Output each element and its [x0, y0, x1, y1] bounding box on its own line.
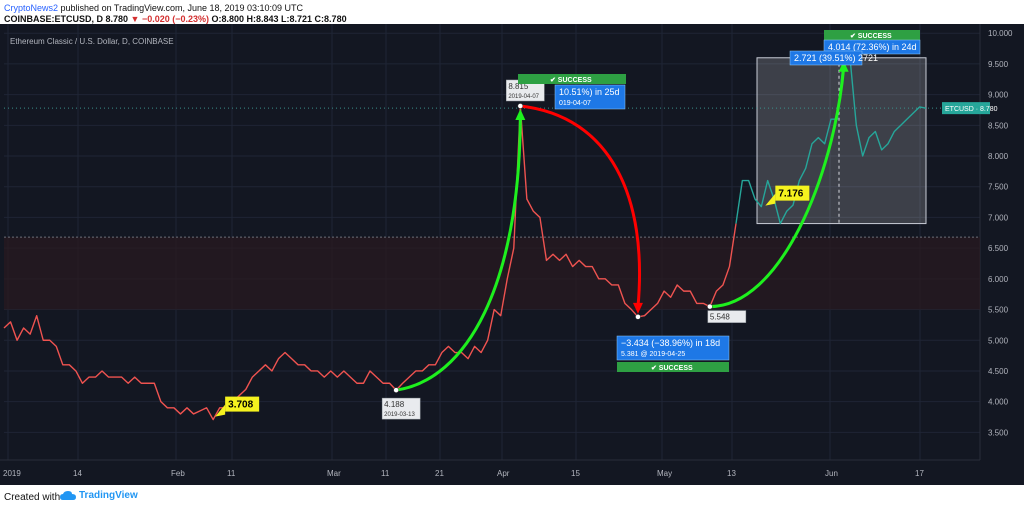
x-tick-label: May: [657, 469, 672, 478]
info-box-4-bg: [789, 50, 863, 66]
info-box-4: 2.721 (39.51%) 2721: [789, 50, 878, 66]
red-arrow-head: [632, 302, 643, 314]
symbol-info: COINBASE:ETCUSD, D 8.780: [4, 14, 131, 24]
success-tag-2: ✔ SUCCESS: [617, 362, 729, 372]
tradingview-label: TradingView: [79, 490, 138, 501]
y-tick-label: 6.000: [988, 275, 1009, 284]
label-4188-text: 2019-03-13: [384, 412, 415, 418]
y-tick-label: 8.000: [988, 152, 1009, 161]
red-arrow: [518, 104, 642, 309]
y-tick-label: 8.500: [988, 121, 1009, 130]
y-tick-label: 10.000: [988, 29, 1013, 38]
y-tick-label: 5.500: [988, 306, 1009, 315]
publisher-link[interactable]: CryptoNews2: [4, 3, 59, 13]
badge-7176-tail: [765, 193, 776, 206]
info-box-2-bg: [616, 335, 730, 361]
y-tick-label: 7.500: [988, 183, 1009, 192]
x-tick-label: Mar: [327, 469, 341, 478]
info-box-2-text: −3.434 (−38.96%) in 18d: [621, 338, 720, 348]
x-tick-label: 11: [381, 469, 390, 478]
info-box-2-text: 5.381 @ 2019-04-25: [621, 351, 685, 358]
label-5548-text: 5.548: [710, 313, 731, 322]
badge-7176-text: 7.176: [778, 189, 803, 200]
info-box-1-bg: [554, 84, 626, 110]
created-with-label: Created with: [4, 492, 61, 503]
x-tick-label: 15: [571, 469, 580, 478]
info-box-1: 10.51%) in 25d 019-04-07: [554, 84, 626, 110]
chart-header: CryptoNews2 published on TradingView.com…: [0, 0, 1024, 24]
badge-7176: 7.176: [765, 185, 810, 206]
x-tick-label: 21: [435, 469, 444, 478]
y-tick-label: 5.000: [988, 336, 1009, 345]
green-arrow-2-head: [838, 60, 849, 72]
publish-info: published on TradingView.com, June 18, 2…: [58, 3, 304, 13]
info-box-1-text: 019-04-07: [559, 100, 591, 107]
price-line-red: [3, 105, 737, 421]
label-8815-text: 2019-04-07: [508, 94, 539, 100]
badge-3708-text: 3.708: [228, 400, 253, 411]
info-box-3: 4.014 (72.36%) in 24d: [823, 39, 921, 55]
publish-line: CryptoNews2 published on TradingView.com…: [4, 3, 303, 13]
y-tick-label: 9.500: [988, 60, 1009, 69]
price-change: ▼ −0.020 (−0.23%): [130, 14, 209, 24]
x-tick-label: 11: [227, 469, 236, 478]
success-tag-3-bg: [824, 30, 920, 40]
chart-footer: Created with TradingView: [0, 485, 1024, 509]
cloud-icon: [60, 490, 76, 500]
success-tag-3-text: ✔ SUCCESS: [850, 33, 892, 40]
green-arrow-2: [708, 66, 846, 309]
info-box-3-text: 4.014 (72.36%) in 24d: [828, 42, 917, 52]
label-4188-bg: [381, 397, 421, 420]
label-8815-text: 8.815: [508, 82, 529, 91]
point-marker: [707, 303, 713, 310]
point-marker: [635, 314, 641, 320]
badge-3708: 3.708: [215, 396, 260, 417]
x-tick-label: Feb: [171, 469, 185, 478]
last-price-label-bg: [942, 102, 990, 115]
green-arrow-1-head: [515, 108, 526, 120]
info-box-2: −3.434 (−38.96%) in 18d 5.381 @ 2019-04-2…: [616, 335, 730, 361]
success-tag-1: ✔ SUCCESS: [518, 74, 626, 84]
ohlc-values: O:8.800 H:8.843 L:8.721 C:8.780: [209, 14, 347, 24]
x-tick-label: 14: [73, 469, 82, 478]
y-tick-label: 4.000: [988, 398, 1009, 407]
price-line-teal: [735, 57, 927, 225]
y-tick-label: 3.500: [988, 428, 1009, 437]
y-tick-label: 6.500: [988, 244, 1009, 253]
tradingview-logo[interactable]: TradingView: [60, 490, 138, 501]
x-tick-label: Apr: [497, 469, 510, 478]
x-tick-label: 13: [727, 469, 736, 478]
badge-7176-bg: [775, 185, 810, 201]
success-tag-1-text: ✔ SUCCESS: [550, 77, 592, 84]
x-tick-label: 2019: [3, 469, 21, 478]
chart-title: Ethereum Classic / U.S. Dollar, D, COINB…: [10, 37, 174, 46]
info-box-1-text: 10.51%) in 25d: [559, 87, 620, 97]
success-tag-1-bg: [518, 74, 626, 84]
label-5548: 5.548: [707, 310, 747, 323]
label-4188-text: 4.188: [384, 400, 405, 409]
info-box-4-text: 2.721 (39.51%) 2721: [794, 53, 878, 63]
x-tick-label: 17: [915, 469, 924, 478]
badge-3708-tail: [215, 404, 226, 417]
symbol-line: COINBASE:ETCUSD, D 8.780 ▼ −0.020 (−0.23…: [4, 14, 347, 24]
last-price-label: ETCUSD · 8.780: [942, 102, 998, 115]
price-axis-panel: [980, 24, 1024, 485]
badge-3708-bg: [225, 396, 260, 412]
y-tick-label: 4.500: [988, 367, 1009, 376]
label-4188: 4.188 2019-03-13: [381, 397, 421, 420]
info-box-3-bg: [823, 39, 921, 55]
point-marker: [517, 103, 524, 109]
success-tag-2-bg: [617, 362, 729, 372]
success-tag-2-text: ✔ SUCCESS: [651, 365, 693, 372]
green-arrow-1: [394, 112, 522, 392]
label-5548-bg: [707, 310, 747, 323]
point-marker: [393, 387, 399, 393]
price-chart[interactable]: 3.500 4.000 4.500 5.000 5.500 6.000 6.500 7.000…: [0, 24, 1024, 485]
x-tick-label: Jun: [825, 469, 838, 478]
y-tick-label: 9.000: [988, 91, 1009, 100]
success-tag-3: ✔ SUCCESS: [824, 30, 920, 40]
last-price-label-text: ETCUSD · 8.780: [945, 106, 998, 113]
y-tick-label: 7.000: [988, 213, 1009, 222]
